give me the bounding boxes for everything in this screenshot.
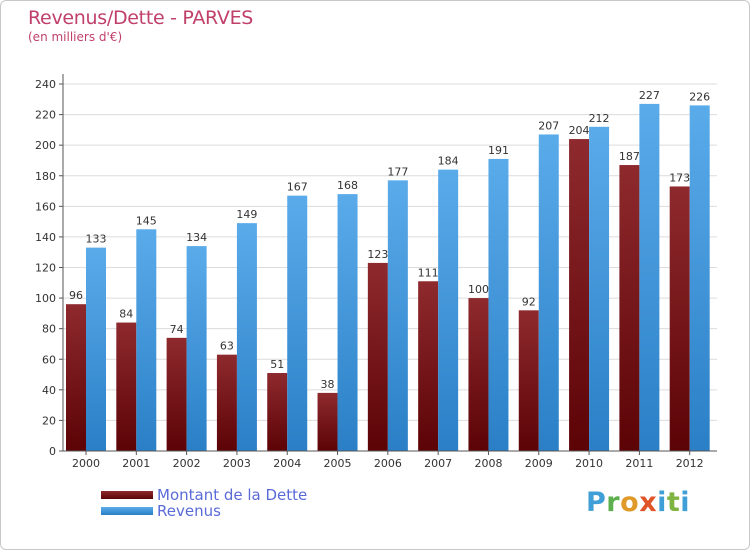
revenue-value-label: 212 <box>589 112 610 125</box>
revenue-bar <box>236 223 257 451</box>
legend-swatch-revenue <box>101 507 153 515</box>
debt-value-label: 74 <box>170 323 184 336</box>
revenue-bar <box>387 180 408 451</box>
y-tick-label: 80 <box>42 323 56 336</box>
y-tick-label: 0 <box>49 445 56 458</box>
x-tick-label: 2010 <box>575 457 603 470</box>
debt-value-label: 204 <box>569 124 590 137</box>
y-tick-label: 40 <box>42 384 56 397</box>
y-tick-label: 140 <box>35 231 56 244</box>
x-tick-label: 2006 <box>374 457 402 470</box>
y-tick-label: 200 <box>35 139 56 152</box>
debt-value-label: 100 <box>468 283 489 296</box>
debt-bar <box>317 392 338 451</box>
debt-value-label: 187 <box>619 150 640 163</box>
legend-label-debt: Montant de la Dette <box>157 486 308 504</box>
y-tick-label: 120 <box>35 262 56 275</box>
revenue-value-label: 167 <box>287 181 308 194</box>
x-tick-label: 2003 <box>223 457 251 470</box>
revenue-value-label: 168 <box>337 179 358 192</box>
revenue-bar <box>438 169 459 451</box>
debt-bar <box>216 354 237 451</box>
legend-label-revenue: Revenus <box>157 502 221 520</box>
revenue-value-label: 145 <box>136 214 157 227</box>
revenue-bar <box>287 195 308 451</box>
revenue-value-label: 177 <box>387 165 408 178</box>
debt-bar <box>569 139 590 452</box>
debt-value-label: 63 <box>220 340 234 353</box>
y-tick-label: 160 <box>35 200 56 213</box>
debt-bar <box>367 262 388 451</box>
debt-value-label: 51 <box>270 358 284 371</box>
chart-title: Revenus/Dette - PARVES <box>28 7 254 29</box>
revenue-bar <box>639 103 660 452</box>
y-tick-label: 180 <box>35 170 56 183</box>
debt-value-label: 84 <box>119 308 133 321</box>
y-tick-label: 60 <box>42 353 56 366</box>
revenue-value-label: 149 <box>236 208 257 221</box>
revenue-bar <box>488 158 509 451</box>
y-tick-label: 240 <box>35 78 56 91</box>
debt-value-label: 173 <box>669 171 690 184</box>
x-tick-label: 2005 <box>324 457 352 470</box>
debt-value-label: 111 <box>418 266 439 279</box>
revenue-value-label: 133 <box>86 233 107 246</box>
debt-bar <box>166 337 187 451</box>
revenue-value-label: 134 <box>186 231 207 244</box>
revenue-bar <box>337 194 358 451</box>
y-tick-label: 100 <box>35 292 56 305</box>
x-tick-label: 2008 <box>474 457 502 470</box>
debt-bar <box>468 298 489 451</box>
revenue-value-label: 227 <box>639 89 660 102</box>
debt-bar <box>619 165 640 451</box>
chart-subtitle: (en milliers d'€) <box>28 30 123 44</box>
debt-bar <box>116 322 137 451</box>
revenue-bar <box>589 126 610 452</box>
debt-bar <box>518 310 539 451</box>
debt-bar <box>267 373 288 451</box>
debt-bar <box>66 304 86 451</box>
legend-swatch-debt <box>101 491 153 499</box>
revenue-value-label: 226 <box>689 90 710 103</box>
chart-legend: Montant de la Dette Revenus <box>101 486 308 520</box>
x-tick-label: 2002 <box>173 457 201 470</box>
revenue-bar <box>689 105 710 452</box>
debt-value-label: 38 <box>321 378 335 391</box>
debt-value-label: 123 <box>367 248 388 261</box>
legend-item-debt: Montant de la Dette <box>101 486 308 504</box>
debt-value-label: 96 <box>69 289 83 302</box>
x-tick-label: 2011 <box>625 457 653 470</box>
revenue-bar <box>186 246 207 451</box>
x-tick-label: 2004 <box>273 457 301 470</box>
revenue-value-label: 184 <box>438 155 459 168</box>
revenue-bar <box>86 247 106 451</box>
debt-bar <box>418 281 439 451</box>
revenue-value-label: 207 <box>538 119 559 132</box>
y-tick-label: 20 <box>42 414 56 427</box>
proxiti-logo: Proxiti <box>586 487 691 518</box>
x-tick-label: 2001 <box>122 457 150 470</box>
debt-value-label: 92 <box>522 295 536 308</box>
revenue-bar <box>136 229 157 451</box>
revenue-bar <box>538 134 559 451</box>
x-tick-label: 2007 <box>424 457 452 470</box>
x-tick-label: 2012 <box>676 457 704 470</box>
y-tick-label: 220 <box>35 109 56 122</box>
x-tick-label: 2000 <box>72 457 100 470</box>
revenue-value-label: 191 <box>488 144 509 157</box>
legend-item-revenue: Revenus <box>101 502 307 520</box>
debt-bar <box>669 186 690 451</box>
x-tick-label: 2009 <box>525 457 553 470</box>
